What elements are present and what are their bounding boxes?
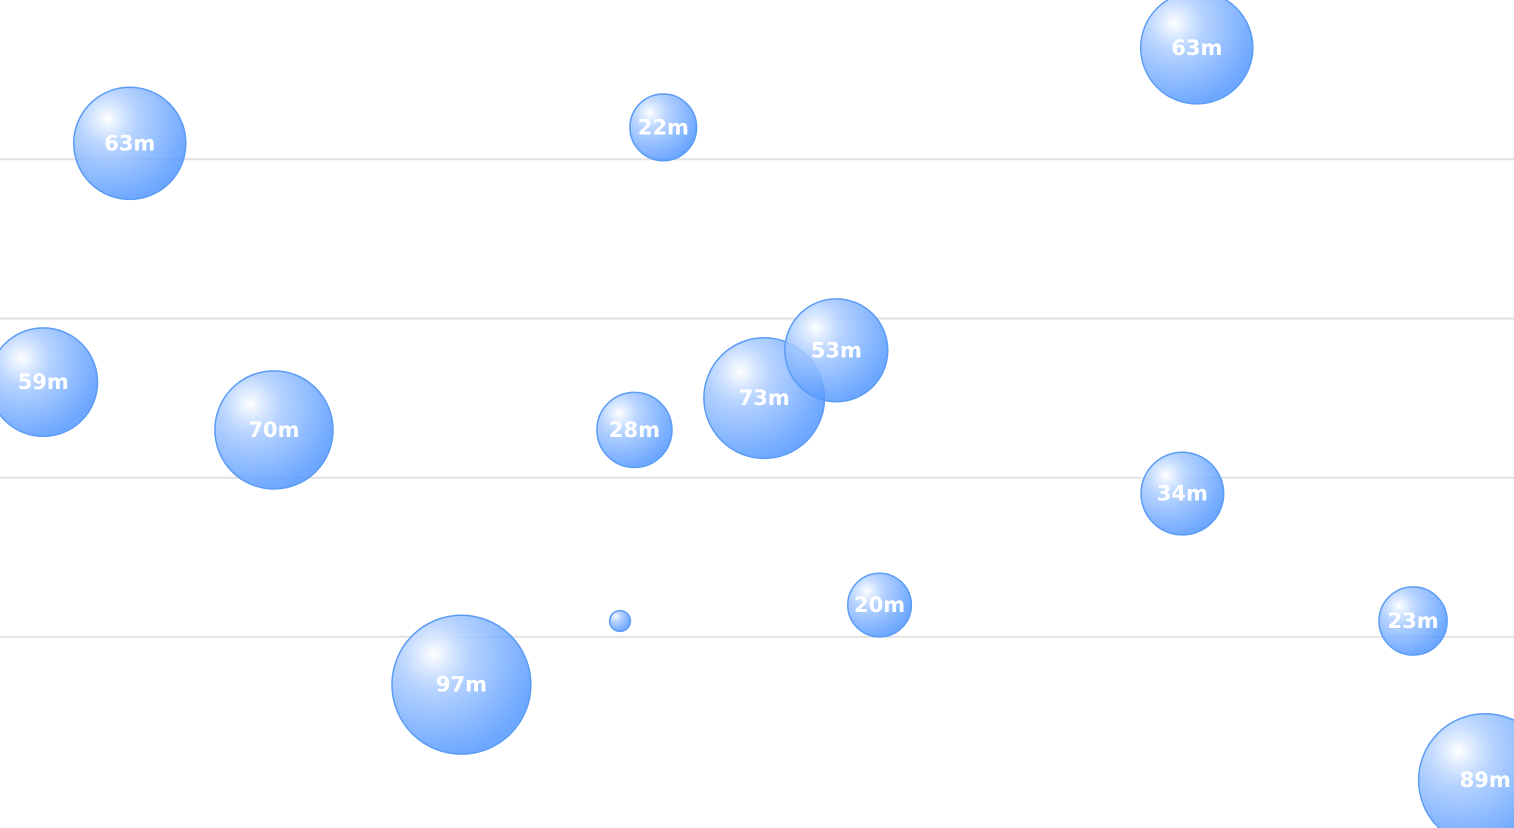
- bubble-labels: 63m 22m 63m 59m 70m 28m 73m 53m 34m 97m 20m 23m 89m: [18, 36, 1511, 792]
- bubble-label-4: 59m: [18, 370, 69, 394]
- bubble-label-5: 70m: [248, 418, 299, 442]
- bubble-label-7: 73m: [739, 386, 790, 410]
- bubble-label-3: 63m: [1171, 36, 1222, 60]
- bubble-label-1: 63m: [104, 131, 155, 155]
- bubble-label-6: 28m: [609, 418, 660, 442]
- bubble-point-5[interactable]: [214, 370, 334, 490]
- bubble-label-2: 22m: [638, 115, 689, 139]
- bubble-label-14: 89m: [1460, 768, 1511, 792]
- bubble-point-8[interactable]: [784, 298, 889, 403]
- bubble-label-13: 23m: [1388, 609, 1439, 633]
- bubble-label-12: 20m: [854, 593, 905, 617]
- bubble-point-2[interactable]: [629, 93, 698, 162]
- bubble-point-1[interactable]: [72, 86, 187, 201]
- bubble-label-9: 34m: [1157, 482, 1208, 506]
- bubble-label-8: 53m: [811, 338, 862, 362]
- bubble-point-14[interactable]: [1417, 712, 1514, 828]
- bubble-label-10: 97m: [436, 673, 487, 697]
- bubble-point-4[interactable]: [0, 327, 99, 438]
- bubble-point-11[interactable]: [608, 609, 632, 633]
- bubble-point-10[interactable]: [391, 614, 532, 755]
- bubble-point-6[interactable]: [596, 391, 673, 469]
- bubble-point-9[interactable]: [1140, 451, 1225, 536]
- bubble-point-12[interactable]: [847, 572, 913, 638]
- bubble-point-13[interactable]: [1378, 586, 1448, 656]
- bubble-point-3[interactable]: [1139, 0, 1254, 105]
